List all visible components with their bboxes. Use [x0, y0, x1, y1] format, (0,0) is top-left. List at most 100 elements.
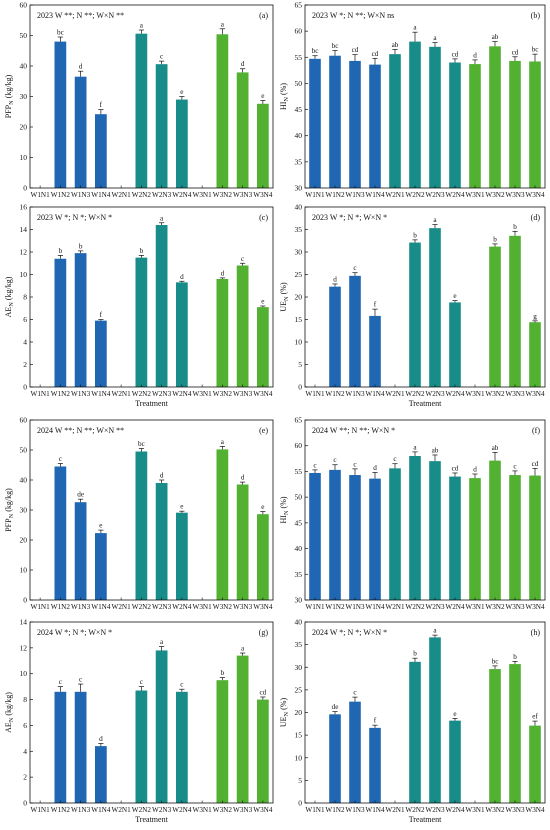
bar-w3n3 — [236, 72, 249, 188]
x-tick-label: W2N3 — [152, 603, 172, 611]
x-tick-label: W3N4 — [525, 806, 545, 814]
y-tick-label: 40 — [20, 62, 28, 71]
plot-frame — [29, 4, 274, 189]
y-tick-label: 8 — [23, 293, 27, 302]
bar-w3n2 — [216, 34, 229, 188]
y-tick-label: 14 — [20, 225, 28, 234]
x-tick-label: W3N2 — [213, 390, 233, 398]
x-tick-label: W2N4 — [445, 390, 465, 398]
x-tick-label: W1N4 — [91, 390, 111, 398]
significance-letter: d — [79, 63, 83, 71]
x-tick-label: W3N3 — [505, 390, 525, 398]
bar-w1n3 — [74, 253, 87, 388]
significance-letter: b — [513, 223, 517, 231]
x-tick-label: W1N2 — [51, 603, 71, 611]
significance-letter: bc — [332, 42, 339, 50]
plot-frame — [29, 419, 274, 601]
significance-letter: c — [160, 53, 163, 61]
x-tick-label: W1N1 — [305, 191, 325, 199]
bar-w2n3 — [429, 637, 441, 803]
bar-w2n2 — [135, 257, 148, 388]
x-tick-label: W2N2 — [405, 390, 425, 398]
x-tick-label: W2N2 — [132, 390, 152, 398]
y-tick-label: 0 — [298, 799, 302, 808]
significance-letter: bc — [57, 29, 64, 37]
significance-letter: c — [513, 462, 516, 470]
x-tick-label: W2N1 — [112, 806, 132, 814]
significance-letter: ab — [492, 444, 499, 452]
bar-w2n1 — [389, 468, 401, 600]
significance-letter: ab — [392, 41, 399, 49]
x-tick-label: W1N1 — [305, 806, 325, 814]
x-tick-label: W2N2 — [132, 806, 152, 814]
significance-letter: a — [413, 443, 417, 451]
significance-letter: a — [433, 216, 437, 224]
x-tick-label: W3N1 — [193, 191, 213, 199]
y-tick-label: 65 — [295, 1, 303, 10]
y-axis-label: HIN (%) — [279, 83, 290, 110]
panel-label: (h) — [531, 628, 541, 637]
significance-letter: c — [180, 681, 183, 689]
y-tick-label: 4 — [23, 338, 27, 347]
x-tick-label: W1N2 — [51, 390, 71, 398]
significance-letter: bc — [532, 46, 539, 54]
significance-letter: d — [180, 273, 184, 281]
x-tick-label: W3N2 — [213, 191, 233, 199]
x-tick-label: W1N4 — [365, 806, 385, 814]
panel-label: (d) — [531, 213, 541, 222]
significance-letter: c — [241, 255, 244, 263]
y-tick-label: 40 — [295, 544, 303, 553]
significance-letter: c — [59, 455, 62, 463]
significance-letter: d — [221, 269, 225, 277]
significance-letter: cd — [512, 48, 519, 56]
x-axis-label: Treatment — [409, 815, 442, 824]
x-tick-label: W2N3 — [152, 390, 172, 398]
chart-panel-d: d c f b a e b b g 0 5 10 15 20 25 30 35 40 W1N1 W1N2 W1N3 W1N… — [279, 203, 546, 408]
panel-label: (b) — [531, 11, 541, 20]
bar-w1n4 — [95, 533, 107, 600]
bar-w1n4 — [369, 315, 381, 387]
bar-w3n4 — [529, 322, 541, 387]
x-tick-label: W3N1 — [465, 806, 485, 814]
y-tick-label: 10 — [295, 753, 303, 762]
y-axis-label: PFPN (kg/kg) — [4, 74, 15, 118]
significance-letter: c — [353, 264, 356, 272]
plot-frame — [304, 419, 546, 601]
bar-w1n4 — [95, 746, 107, 803]
y-tick-label: 50 — [295, 79, 303, 88]
x-tick-label: W3N1 — [465, 390, 485, 398]
bar-w2n2 — [409, 456, 421, 600]
significance-letter: d — [373, 464, 377, 472]
x-tick-label: W3N2 — [485, 603, 505, 611]
y-tick-label: 45 — [295, 518, 303, 527]
y-tick-label: 12 — [20, 248, 28, 257]
significance-letter: d — [241, 60, 245, 68]
y-tick-label: 10 — [20, 153, 28, 162]
bar-w1n4 — [369, 64, 381, 188]
bar-w2n4 — [176, 282, 188, 388]
bar-w2n3 — [155, 225, 168, 387]
y-tick-label: 20 — [20, 123, 28, 132]
bar-w1n2 — [329, 286, 341, 387]
x-tick-label: W3N2 — [213, 806, 233, 814]
bar-w2n2 — [135, 690, 148, 803]
significance-letter: b — [59, 247, 63, 255]
significance-letter: b — [513, 653, 517, 661]
x-tick-label: W1N4 — [91, 603, 111, 611]
y-tick-label: 50 — [295, 493, 303, 502]
bar-w2n4 — [449, 476, 461, 600]
y-tick-label: 30 — [295, 663, 303, 672]
significance-letter: g — [533, 312, 537, 320]
y-tick-label: 5 — [298, 360, 302, 369]
significance-letter: c — [353, 460, 356, 468]
x-tick-label: W1N3 — [345, 603, 365, 611]
x-axis-label: Treatment — [409, 399, 442, 408]
x-tick-label: W3N1 — [193, 390, 213, 398]
bar-w2n4 — [176, 691, 188, 803]
x-tick-label: W2N2 — [405, 191, 425, 199]
x-tick-label: W2N2 — [405, 603, 425, 611]
bar-w3n3 — [509, 664, 521, 803]
bar-w1n3 — [349, 60, 361, 189]
bar-w1n2 — [54, 466, 67, 600]
x-tick-label: W2N2 — [132, 191, 152, 199]
